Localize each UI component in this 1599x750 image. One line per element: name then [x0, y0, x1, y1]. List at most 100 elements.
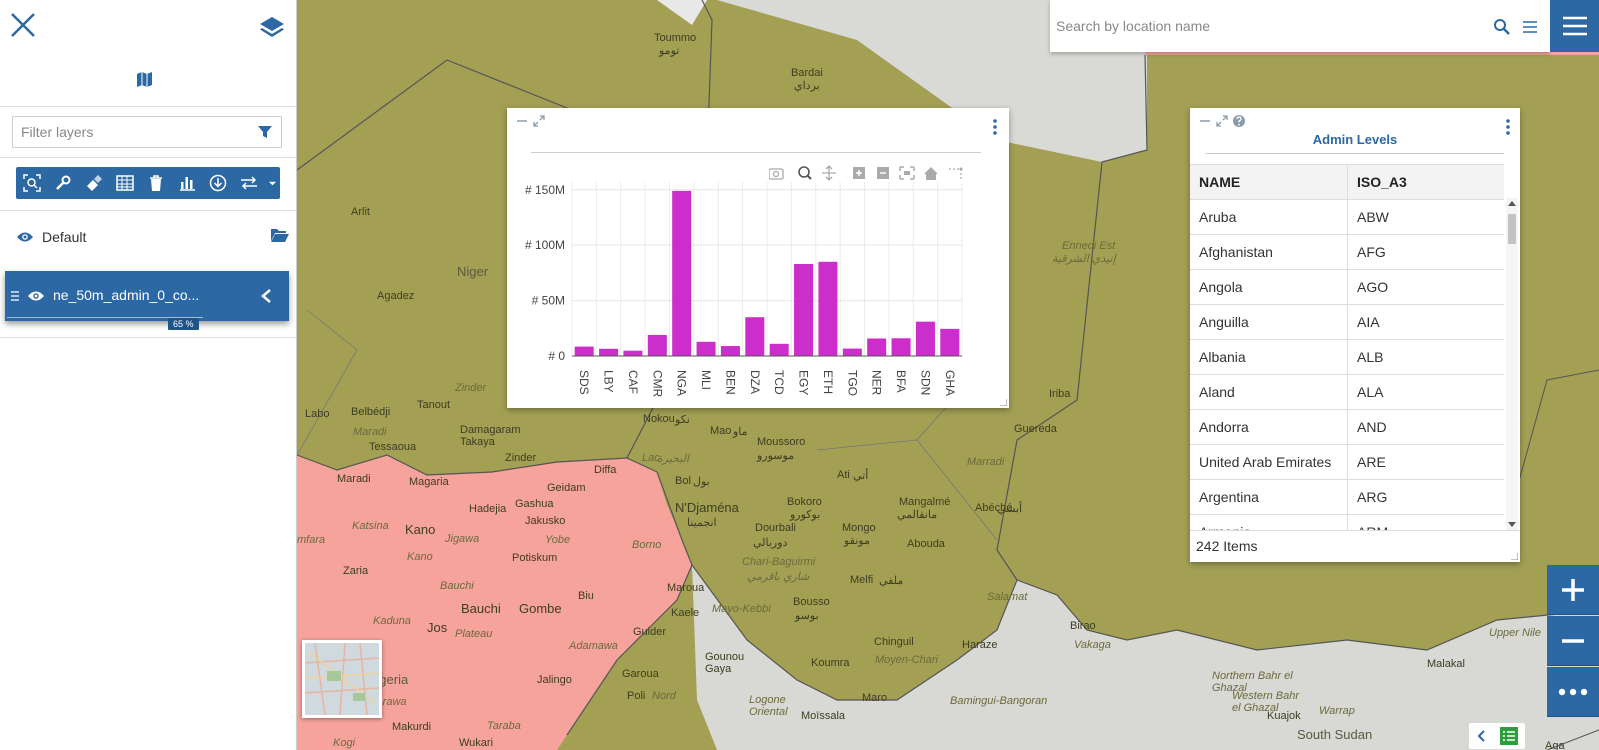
background-selector-minimap[interactable]: [302, 640, 382, 718]
divider: [0, 337, 297, 338]
filter-layers-field[interactable]: [12, 116, 282, 148]
layer-settings-button[interactable]: [47, 167, 78, 199]
map-label: Jos: [427, 620, 448, 635]
map-label: Magaria: [409, 476, 449, 488]
column-header-name[interactable]: NAME: [1190, 165, 1348, 199]
scroll-thumb[interactable]: [1508, 214, 1516, 244]
zoom-icon[interactable]: [798, 166, 812, 180]
map-label: دوربالي: [753, 537, 788, 549]
search-icon[interactable]: [1493, 18, 1511, 36]
chart-widget-button[interactable]: [171, 167, 202, 199]
zoom-out-button[interactable]: [1547, 616, 1599, 666]
opacity-slider[interactable]: [7, 317, 203, 318]
column-header-iso-a3[interactable]: ISO_A3: [1357, 174, 1407, 190]
kebab-menu-icon[interactable]: [1505, 118, 1511, 136]
map-label: Borno: [632, 539, 662, 551]
map-label: Guereda: [1014, 423, 1057, 435]
camera-icon[interactable]: [769, 168, 784, 180]
table-row[interactable]: Aruba ABW: [1190, 200, 1504, 235]
visibility-eye-icon[interactable]: [16, 231, 34, 243]
map-label: Marradi: [967, 456, 1005, 468]
bar: [696, 341, 716, 356]
kebab-menu-icon[interactable]: [992, 118, 998, 136]
bar: [574, 346, 594, 356]
collapse-icon[interactable]: [515, 114, 529, 128]
close-sidebar-button[interactable]: [8, 10, 38, 40]
expand-icon[interactable]: [1215, 114, 1229, 128]
map-label: Biu: [578, 590, 594, 602]
attribute-table-button[interactable]: [109, 167, 140, 199]
cell-iso-a3: AFG: [1357, 244, 1386, 260]
zoom-in-icon[interactable]: [853, 167, 865, 179]
table-row[interactable]: Angola AGO: [1190, 270, 1504, 305]
layer-style-button[interactable]: [78, 167, 109, 199]
settings-icon: [55, 175, 70, 190]
table-row[interactable]: Andorra AND: [1190, 410, 1504, 445]
pan-icon[interactable]: [822, 165, 836, 181]
toolbar-more-dropdown[interactable]: [264, 167, 280, 199]
toc-list-icon[interactable]: [1499, 726, 1519, 746]
map-label: Yobe: [545, 534, 571, 546]
search-input[interactable]: [1056, 10, 1466, 42]
drag-handle-icon[interactable]: [11, 291, 19, 301]
bar: [891, 338, 911, 356]
download-layer-button[interactable]: [202, 167, 233, 199]
scroll-down-icon[interactable]: [1508, 522, 1516, 528]
chevron-left-icon[interactable]: [260, 288, 272, 304]
delete-layer-button[interactable]: [140, 167, 171, 199]
main-menu-button[interactable]: [1550, 0, 1599, 52]
help-icon[interactable]: [1232, 114, 1246, 128]
map-label: Makurdi: [392, 721, 432, 733]
visibility-eye-icon[interactable]: [27, 290, 45, 302]
map-label: Bardai: [791, 67, 823, 79]
table-row[interactable]: Anguilla AIA: [1190, 305, 1504, 340]
table-row[interactable]: Albania ALB: [1190, 340, 1504, 375]
filter-layers-input[interactable]: [13, 117, 243, 147]
table-row[interactable]: United Arab Emirates ARE: [1190, 445, 1504, 480]
map-label: Jakusko: [525, 515, 566, 527]
y-tick-label: # 50M: [532, 294, 565, 308]
swap-layer-button[interactable]: [233, 167, 264, 199]
map-label: مونقو: [844, 535, 870, 547]
zoom-in-button[interactable]: [1547, 565, 1599, 615]
add-layer-catalog-button[interactable]: [136, 70, 154, 88]
table-row[interactable]: Afghanistan AFG: [1190, 235, 1504, 270]
map-label: إنيدي الشرقية: [1052, 253, 1116, 265]
home-icon[interactable]: [924, 167, 938, 180]
map-label: أبشي: [997, 503, 1023, 515]
collapse-icon[interactable]: [1198, 114, 1212, 128]
spike-lines-icon[interactable]: [949, 167, 963, 180]
chevron-left-icon[interactable]: [1476, 729, 1486, 743]
style-icon: [86, 175, 102, 191]
drawer-toggle[interactable]: [1469, 723, 1525, 749]
more-tools-button[interactable]: [1547, 667, 1599, 717]
search-options-icon[interactable]: [1521, 18, 1539, 36]
folder-open-icon[interactable]: [270, 227, 290, 243]
map-label: Abouda: [907, 538, 945, 550]
table-body: Aruba ABW Afghanistan AFG Angola AGO Anguilla A…: [1190, 200, 1504, 530]
table-row[interactable]: Argentina ARG: [1190, 480, 1504, 515]
cell-name: Armenia: [1190, 515, 1348, 530]
table-scrollbar[interactable]: [1506, 198, 1518, 530]
autoscale-icon[interactable]: [899, 166, 915, 180]
resize-handle-icon[interactable]: [1000, 399, 1007, 406]
table-row[interactable]: Aland ALA: [1190, 375, 1504, 410]
minimap-thumbnail: [305, 643, 379, 715]
resize-handle-icon[interactable]: [1511, 553, 1518, 560]
layer-group-default[interactable]: Default: [16, 225, 292, 249]
expand-icon[interactable]: [532, 114, 546, 128]
table-row[interactable]: ArmeniaARM: [1190, 515, 1504, 530]
y-tick-label: # 0: [548, 349, 565, 363]
cell-name: Angola: [1190, 270, 1348, 304]
layers-button[interactable]: [258, 14, 286, 42]
scroll-up-icon[interactable]: [1508, 200, 1516, 206]
map-label: Guider: [633, 626, 667, 638]
map-label: Geidam: [547, 482, 586, 494]
zoom-out-icon[interactable]: [877, 167, 889, 179]
zoom-to-layer-button[interactable]: [16, 167, 47, 199]
minus-icon: [1562, 638, 1584, 643]
attribute-table-widget: Admin Levels NAME ISO_A3 Aruba ABW Afghani…: [1190, 108, 1520, 562]
map-label: Salamat: [987, 591, 1028, 603]
map-label: N'Djaména: [675, 500, 739, 515]
layer-item-admin-0[interactable]: ne_50m_admin_0_co... 65 %: [5, 271, 289, 330]
